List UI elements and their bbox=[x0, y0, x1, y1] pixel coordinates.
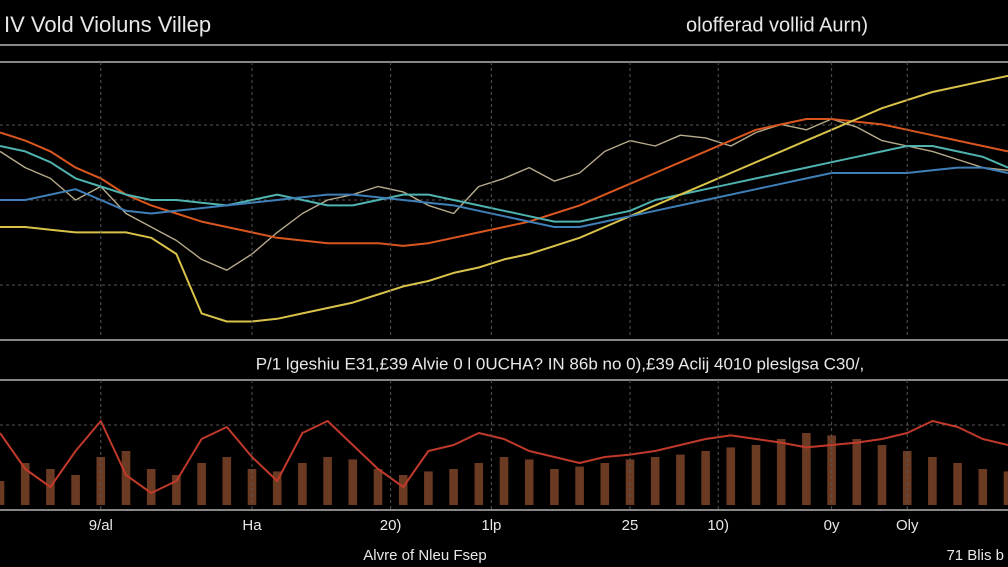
volume-bar bbox=[499, 457, 509, 505]
volume-bar bbox=[373, 469, 383, 505]
volume-bar bbox=[348, 459, 358, 505]
volume-bar bbox=[852, 439, 862, 505]
indicator-line bbox=[0, 74, 1008, 323]
volume-bar bbox=[146, 469, 156, 505]
volume-bar bbox=[172, 475, 181, 505]
volume-bar bbox=[676, 454, 685, 505]
volume-bar bbox=[726, 447, 736, 505]
volume-bar bbox=[550, 469, 559, 505]
x-tick-label: 25 bbox=[622, 517, 639, 534]
volume-bar bbox=[953, 463, 962, 505]
chart-subtitle: olofferad vollid Aurn) bbox=[686, 14, 868, 36]
price-line bbox=[0, 118, 1008, 271]
volume-bar bbox=[575, 466, 584, 505]
volume-bar bbox=[776, 439, 786, 505]
volume-bar bbox=[197, 463, 206, 505]
volume-bar bbox=[474, 463, 484, 505]
x-tick-label: 20) bbox=[380, 517, 402, 534]
volume-bar bbox=[978, 469, 988, 505]
x-tick-label: Ha bbox=[242, 517, 262, 534]
volume-bar bbox=[298, 463, 307, 505]
x-tick-label: 10) bbox=[707, 517, 729, 534]
volume-bar bbox=[449, 469, 458, 505]
indicator-line bbox=[0, 420, 1008, 494]
chart-title: IV Vold Violuns Villep bbox=[4, 12, 211, 37]
volume-bar bbox=[121, 451, 131, 505]
volume-bar bbox=[222, 457, 232, 505]
volume-bar bbox=[802, 433, 811, 505]
panel-title: P/1 lgeshiu E31,£39 Alvie 0 l 0UCHA? IN … bbox=[256, 354, 865, 373]
volume-bar bbox=[701, 451, 710, 505]
volume-bar bbox=[71, 475, 80, 505]
volume-bar bbox=[928, 457, 937, 505]
annotation: 71 Blis b bbox=[946, 547, 1004, 564]
volume-bar bbox=[1003, 471, 1008, 505]
volume-bar bbox=[96, 457, 106, 505]
volume-bar bbox=[877, 445, 887, 505]
x-tick-label: 9/al bbox=[89, 517, 113, 534]
indicator-line bbox=[0, 166, 1008, 228]
volume-bar bbox=[323, 457, 332, 505]
x-axis-label: Alvre of Nleu Fsep bbox=[363, 547, 486, 564]
volume-bar bbox=[20, 463, 30, 505]
x-tick-label: Oly bbox=[896, 517, 919, 534]
volume-bar bbox=[272, 471, 282, 505]
volume-bar bbox=[524, 459, 534, 505]
volume-bar bbox=[650, 457, 660, 505]
x-tick-label: 1lp bbox=[481, 517, 501, 534]
volume-bar bbox=[247, 469, 257, 505]
x-tick-label: 0y bbox=[824, 517, 840, 534]
volume-bar bbox=[600, 463, 610, 505]
volume-bar bbox=[398, 475, 408, 505]
volume-bar bbox=[424, 471, 433, 505]
volume-bar bbox=[0, 481, 5, 505]
volume-bar bbox=[751, 445, 761, 505]
indicator-line bbox=[0, 145, 1008, 223]
